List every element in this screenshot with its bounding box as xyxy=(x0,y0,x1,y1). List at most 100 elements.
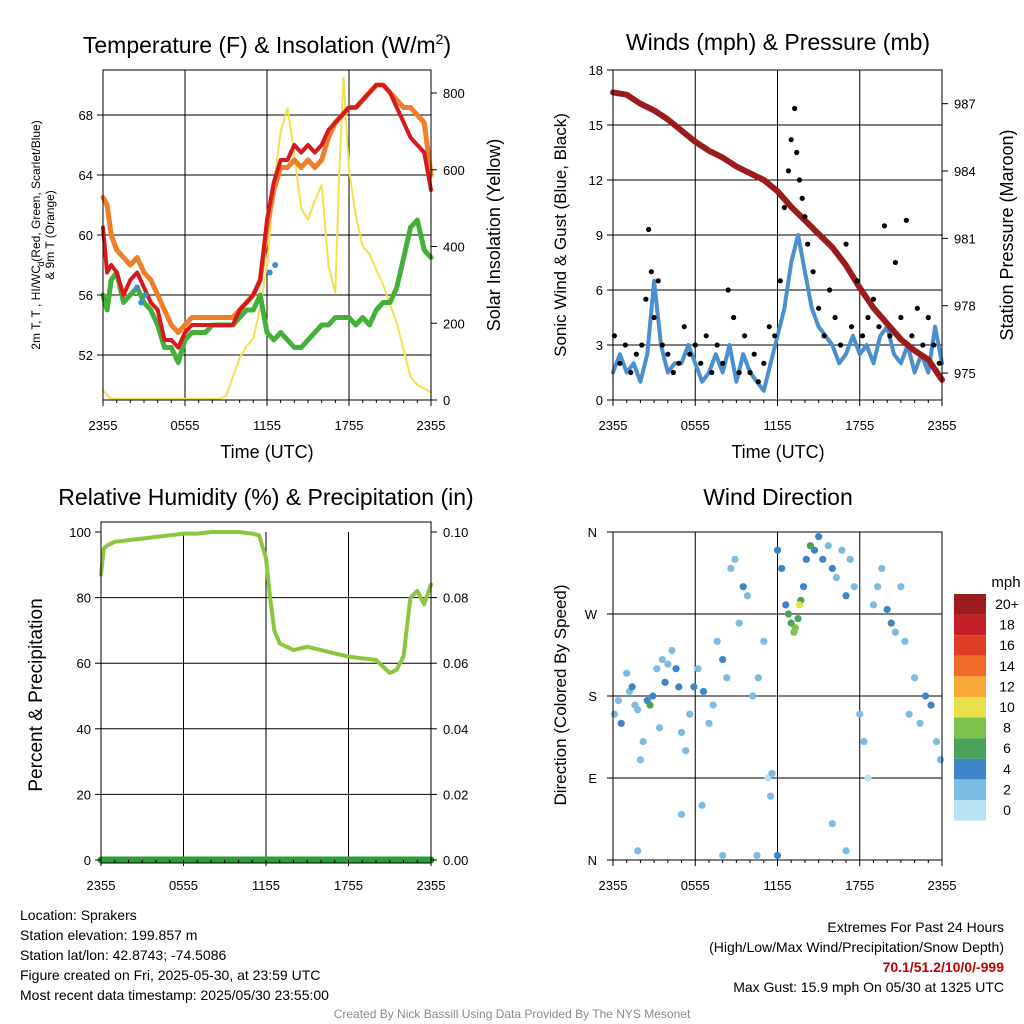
dir-ylabel: Direction (Colored By Speed) xyxy=(551,584,570,805)
direction-point xyxy=(723,674,731,682)
speed-color-legend: mph 20+ 18 16 14 12 10 8 6 4 2 0 xyxy=(954,574,1021,821)
direction-point xyxy=(767,792,775,800)
station-location: Location: Sprakers xyxy=(20,907,137,923)
dir-xtick-label: 1155 xyxy=(764,878,792,893)
dir-grid xyxy=(613,532,942,860)
direction-point xyxy=(856,710,864,718)
direction-point xyxy=(719,655,727,664)
temp-y2tick-label: 800 xyxy=(443,86,465,101)
direction-point xyxy=(675,683,683,691)
temp-ylabel-line1: 2m T, T , HI/WC (Red, Green, Scarlet/Blu… xyxy=(29,120,43,349)
temp-ytick-label: 60 xyxy=(79,228,93,243)
gust-point xyxy=(821,333,827,339)
dir-ytick-label: E xyxy=(588,771,597,786)
legend-label: 2 xyxy=(1003,781,1011,797)
gust-point xyxy=(802,214,808,220)
rh-ytick-label: 80 xyxy=(77,591,91,606)
direction-point xyxy=(727,564,735,573)
gust-point xyxy=(651,314,657,321)
direction-point xyxy=(739,583,747,591)
gust-point xyxy=(755,379,761,385)
legend-swatch xyxy=(954,594,986,615)
temp-axes: 2355 0555 1155 1755 2355 52 56 60 64 68 0 200 400 600… xyxy=(79,86,465,433)
rh-axes: 2355 0555 1155 1755 2355 0 0.00 20 0.02 40 0.04 60 0… xyxy=(69,525,468,893)
gust-point xyxy=(796,177,803,183)
temp-xtick-label: 2355 xyxy=(89,418,118,433)
direction-point xyxy=(828,819,836,828)
direction-point xyxy=(878,564,886,573)
gust-point xyxy=(816,305,822,311)
recent-timestamp: Most recent data timestamp: 2025/05/30 2… xyxy=(20,987,329,1003)
dir-xtick-label: 2355 xyxy=(599,878,628,893)
legend-label: 8 xyxy=(1003,720,1011,736)
extremes-values: 70.1/51.2/10/0/-999 xyxy=(882,959,1004,975)
direction-point xyxy=(937,756,945,764)
legend-label: 10 xyxy=(999,699,1015,715)
direction-point xyxy=(773,546,782,554)
wind-y2tick-label: 975 xyxy=(954,366,976,381)
gust-point xyxy=(676,360,682,366)
direction-point xyxy=(686,710,694,718)
direction-point xyxy=(672,665,680,673)
direction-point xyxy=(927,701,935,709)
gust-point xyxy=(736,369,742,376)
legend-swatch xyxy=(954,717,986,739)
direction-point xyxy=(653,665,661,673)
direction-point xyxy=(784,610,793,618)
legend-swatch xyxy=(954,655,986,677)
legend-label: 0 xyxy=(1003,802,1011,818)
gust-point xyxy=(810,269,816,275)
direction-point xyxy=(891,628,899,636)
temp-xlabel: Time (UTC) xyxy=(220,442,313,462)
temp-y2tick-label: 600 xyxy=(443,163,465,178)
direction-point xyxy=(905,710,913,718)
gust-point xyxy=(848,324,855,330)
gust-point xyxy=(665,351,671,357)
rh-ytick-label: 100 xyxy=(69,525,91,540)
direction-point xyxy=(916,719,924,727)
heatindex-point xyxy=(142,292,149,298)
direction-point xyxy=(713,637,721,645)
gust-point xyxy=(914,305,920,311)
direction-point xyxy=(795,601,804,609)
direction-point xyxy=(910,674,919,682)
wind-y2tick-label: 987 xyxy=(954,97,976,112)
temp-xtick-label: 2355 xyxy=(417,418,446,433)
gust-point xyxy=(772,333,778,339)
direction-point xyxy=(743,592,751,600)
gust-point xyxy=(643,296,649,302)
gust-point xyxy=(887,333,893,339)
wind-ytick-label: 9 xyxy=(596,228,603,243)
gust-point xyxy=(799,195,805,201)
direction-point xyxy=(760,637,768,645)
direction-point xyxy=(649,692,657,700)
station-info: Location: Sprakers Station elevation: 19… xyxy=(20,905,329,1005)
wind-panel-title: Winds (mph) & Pressure (mb) xyxy=(626,29,930,55)
direction-point xyxy=(735,619,743,627)
wind-ytick-label: 12 xyxy=(589,173,603,188)
rh-xtick-label: 2355 xyxy=(87,878,116,893)
wind-xtick-label: 2355 xyxy=(599,418,628,433)
direction-point xyxy=(842,847,850,855)
direction-point xyxy=(782,601,790,609)
wind-y2label: Station Pressure (Maroon) xyxy=(997,129,1017,340)
temp-panel: Temperature (F) & Insolation (W/m2) 2355… xyxy=(29,31,504,462)
rh-line xyxy=(99,530,433,675)
direction-point xyxy=(661,678,669,686)
gust-point xyxy=(898,314,904,321)
dir-xtick-label: 0555 xyxy=(681,878,710,893)
wind-xtick-label: 1155 xyxy=(764,418,792,433)
direction-point xyxy=(646,701,654,709)
gust-point xyxy=(709,369,715,376)
heatindex-point xyxy=(272,262,279,268)
temp-title-close: ) xyxy=(443,32,451,58)
direction-point xyxy=(677,810,686,819)
dir-panel: Wind Direction 2355 0555 1155 1755 2355NESWN… xyxy=(551,484,1021,893)
direction-point xyxy=(705,719,713,727)
dir-ytick-label: W xyxy=(585,607,598,622)
gust-point xyxy=(837,342,844,348)
direction-point xyxy=(932,737,941,746)
wind-ytick-label: 0 xyxy=(596,393,603,408)
direction-point xyxy=(921,692,930,700)
